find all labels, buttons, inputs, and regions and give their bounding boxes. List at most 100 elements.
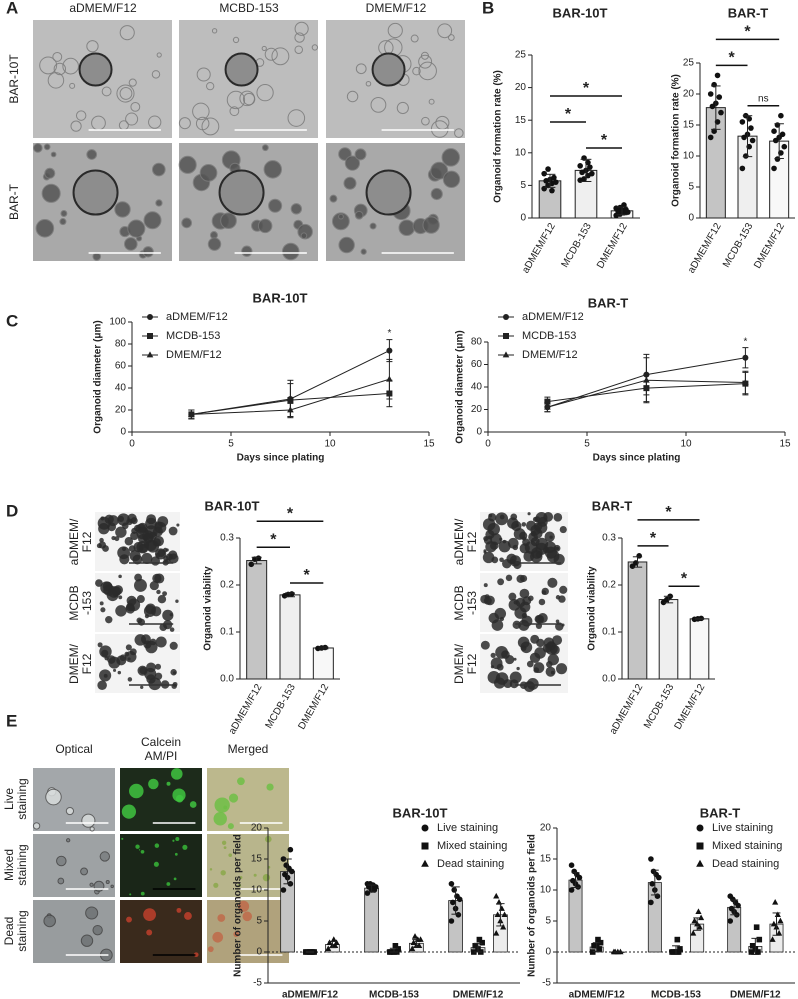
y-axis-label: Organoid formation rate (%): [493, 70, 504, 203]
micrograph: [33, 768, 115, 831]
y-tick-label: 10: [540, 885, 552, 896]
micrograph-speck: [100, 607, 106, 613]
micrograph-speck: [43, 914, 56, 928]
x-tick-label: 0: [485, 439, 491, 450]
micrograph: [207, 834, 289, 897]
marker: [544, 398, 551, 405]
micrograph-speck: [241, 245, 253, 257]
significance-label: *: [681, 570, 688, 587]
marker: [479, 939, 485, 946]
micrograph: [120, 768, 202, 831]
data-point: [779, 131, 786, 138]
x-tick-label: MCDB-153: [721, 221, 755, 270]
micrograph-speck: [524, 541, 538, 554]
micrograph-speck: [99, 851, 110, 862]
y-tick-label: 60: [471, 359, 483, 370]
micrograph-speck: [43, 143, 51, 151]
marker: [494, 911, 501, 918]
micrograph-speck: [44, 167, 56, 179]
data-point: [581, 176, 587, 182]
micrograph-speck: [155, 199, 163, 207]
marker: [395, 946, 401, 952]
micrograph-speck: [145, 640, 158, 654]
marker: [696, 923, 703, 930]
micrograph-speck: [483, 536, 493, 545]
micrograph-speck: [535, 551, 543, 558]
micrograph-speck: [346, 90, 359, 103]
x-tick-label: 0: [129, 439, 135, 450]
micrograph-speck: [103, 673, 108, 678]
micrograph-speck: [193, 952, 199, 958]
y-tick-label: 0: [545, 947, 551, 958]
marker: [501, 911, 508, 918]
y-tick-label: 0: [688, 213, 694, 224]
x-tick-label: 10: [680, 439, 692, 450]
micrograph-speck: [495, 672, 509, 685]
y-tick-label: 5: [520, 180, 526, 191]
micrograph-speck: [156, 589, 161, 595]
micrograph-speck: [239, 90, 255, 107]
legend-marker: [696, 824, 704, 832]
legend-label: Mixed staining: [437, 840, 507, 852]
micrograph-speck: [526, 520, 537, 531]
micrograph-speck: [41, 183, 61, 203]
significance-label: *: [565, 106, 572, 123]
data-point: [707, 134, 714, 141]
row-label: Dead: [2, 917, 16, 946]
micrograph-speck: [196, 67, 211, 82]
significance-label: *: [744, 24, 751, 41]
row-label: F12: [465, 531, 479, 552]
micrograph-speck: [181, 217, 193, 229]
micrograph-speck: [209, 868, 213, 871]
data-point: [771, 128, 777, 134]
micrograph-speck: [117, 546, 130, 560]
micrograph-speck: [553, 513, 563, 522]
micrograph-speck: [527, 512, 531, 516]
marker: [748, 949, 755, 955]
marker: [677, 946, 683, 952]
marker: [283, 862, 290, 868]
x-tick-label: 5: [584, 439, 590, 450]
micrograph-speck: [192, 102, 210, 121]
micrograph-speck: [213, 812, 227, 826]
y-tick-label: 20: [540, 823, 552, 834]
marker: [330, 936, 337, 942]
annotation: *: [387, 328, 391, 339]
micrograph-speck: [396, 101, 409, 115]
micrograph-speck: [221, 840, 227, 845]
significance-label: *: [287, 505, 294, 522]
y-tick-label: 15: [540, 854, 552, 865]
micrograph-speck: [552, 635, 563, 646]
micrograph-speck: [261, 144, 269, 152]
legend-marker: [502, 351, 510, 358]
data-point: [771, 165, 777, 172]
data-point: [739, 119, 746, 125]
row-label: BAR-T: [7, 183, 21, 220]
micrograph-speck: [331, 212, 350, 231]
x-tick-label: aDMEM/F12: [569, 990, 626, 999]
micrograph-speck: [237, 777, 245, 786]
legend-marker: [503, 333, 509, 339]
micrograph-speck: [220, 870, 226, 876]
marker: [386, 347, 393, 354]
micrograph-speck: [155, 636, 167, 648]
micrograph-speck: [69, 82, 76, 89]
significance-label: *: [304, 567, 311, 584]
micrograph-speck: [499, 537, 503, 541]
micrograph-speck: [541, 587, 549, 596]
chart-title: BAR-10T: [205, 498, 260, 513]
micrograph-speck: [97, 680, 107, 691]
micrograph-speck: [184, 912, 192, 920]
y-axis-label: Number of organoids per field: [527, 834, 538, 977]
micrograph-speck: [294, 45, 303, 55]
row-label: F12: [465, 653, 479, 674]
legend-label: Dead staining: [437, 858, 504, 870]
micrograph-speck: [33, 143, 43, 153]
marker: [727, 893, 734, 899]
micrograph-speck: [522, 596, 532, 606]
micrograph-speck: [114, 536, 120, 542]
bar: [312, 647, 334, 680]
micrograph-speck: [157, 516, 169, 527]
micrograph-speck: [125, 112, 139, 126]
micrograph-speck: [148, 778, 159, 790]
